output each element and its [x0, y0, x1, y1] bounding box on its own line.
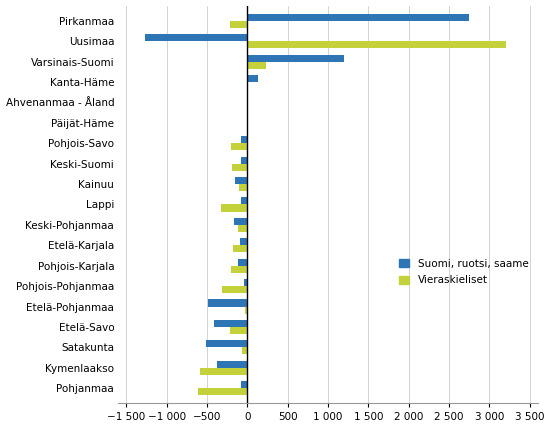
Bar — [213, 320, 248, 327]
Bar — [239, 184, 248, 191]
Bar — [241, 157, 248, 163]
Bar — [208, 299, 248, 306]
Legend: Suomi, ruotsi, saame, Vieraskieliset: Suomi, ruotsi, saame, Vieraskieliset — [395, 255, 533, 289]
Bar — [235, 177, 248, 184]
Bar — [233, 245, 248, 253]
Bar — [245, 306, 248, 314]
Bar — [240, 381, 248, 388]
Bar — [238, 225, 248, 232]
Bar — [217, 360, 248, 368]
Bar — [248, 54, 344, 62]
Bar — [230, 327, 248, 334]
Bar — [248, 41, 505, 48]
Bar — [231, 143, 248, 150]
Bar — [244, 279, 248, 286]
Bar — [248, 62, 266, 69]
Bar — [145, 34, 248, 41]
Bar — [240, 238, 248, 245]
Bar — [206, 340, 248, 347]
Bar — [200, 368, 248, 375]
Bar — [234, 218, 248, 225]
Bar — [198, 388, 248, 395]
Bar — [232, 163, 248, 171]
Bar — [240, 197, 248, 205]
Bar — [248, 14, 469, 21]
Bar — [248, 75, 257, 82]
Bar — [241, 136, 248, 143]
Bar — [221, 205, 248, 211]
Bar — [242, 347, 248, 354]
Bar — [238, 259, 248, 266]
Bar — [230, 21, 248, 28]
Bar — [222, 286, 248, 293]
Bar — [232, 266, 248, 273]
Bar — [248, 82, 249, 89]
